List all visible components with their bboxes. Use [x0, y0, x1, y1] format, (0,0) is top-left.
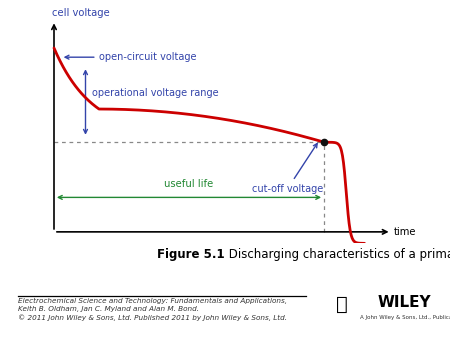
Text: WILEY: WILEY — [378, 295, 432, 310]
Text: operational voltage range: operational voltage range — [92, 88, 219, 98]
Text: open-circuit voltage: open-circuit voltage — [99, 52, 197, 62]
Text: © 2011 John Wiley & Sons, Ltd. Published 2011 by John Wiley & Sons, Ltd.: © 2011 John Wiley & Sons, Ltd. Published… — [18, 314, 287, 321]
Text: Figure 5.1: Figure 5.1 — [158, 248, 225, 261]
Text: cell voltage: cell voltage — [52, 8, 109, 18]
Text: Ⓟ: Ⓟ — [336, 295, 348, 314]
Text: Keith B. Oldham, Jan C. Myland and Alan M. Bond.: Keith B. Oldham, Jan C. Myland and Alan … — [18, 306, 199, 312]
Text: time: time — [394, 227, 416, 237]
Text: cut-off voltage: cut-off voltage — [252, 144, 323, 194]
Text: Electrochemical Science and Technology: Fundamentals and Applications,: Electrochemical Science and Technology: … — [18, 298, 287, 304]
Text: Discharging characteristics of a primary cell.: Discharging characteristics of a primary… — [225, 248, 450, 261]
Text: useful life: useful life — [164, 179, 214, 189]
Text: A John Wiley & Sons, Ltd., Publication: A John Wiley & Sons, Ltd., Publication — [360, 315, 450, 320]
